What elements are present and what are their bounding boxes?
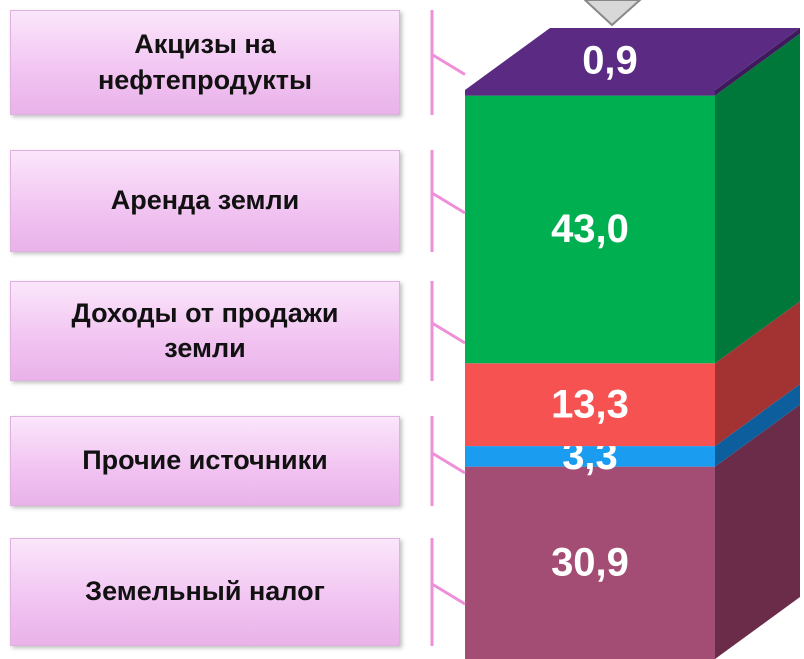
connector — [430, 150, 466, 252]
value-label: 0,9 — [582, 39, 638, 83]
value-label: 30,9 — [551, 540, 629, 584]
bar-segment — [465, 363, 715, 447]
legend-box: Аренда земли — [10, 150, 400, 252]
bar-top-face — [465, 28, 800, 90]
bar-segment-side — [715, 301, 800, 447]
bar-segment-side — [715, 404, 800, 659]
bar-segment — [465, 90, 715, 96]
connector — [430, 10, 466, 115]
bar-segment-side — [715, 33, 800, 364]
connector — [430, 538, 466, 646]
bar-segment — [465, 446, 715, 467]
legend-box: Прочие источники — [10, 416, 400, 506]
bar-segment-side — [715, 384, 800, 467]
connector — [430, 281, 466, 381]
bar-segment-side — [715, 28, 800, 96]
value-label: 43,0 — [551, 207, 629, 251]
bar-segment — [465, 95, 715, 364]
value-label: 13,3 — [551, 382, 629, 426]
legend-box: Доходы от продажи земли — [10, 281, 400, 381]
legend-box: Земельный налог — [10, 538, 400, 646]
legend-box: Акцизы на нефтепродукты — [10, 10, 400, 115]
bar-segment — [465, 466, 715, 659]
connector — [430, 416, 466, 506]
pointer-arrow — [583, 0, 642, 27]
